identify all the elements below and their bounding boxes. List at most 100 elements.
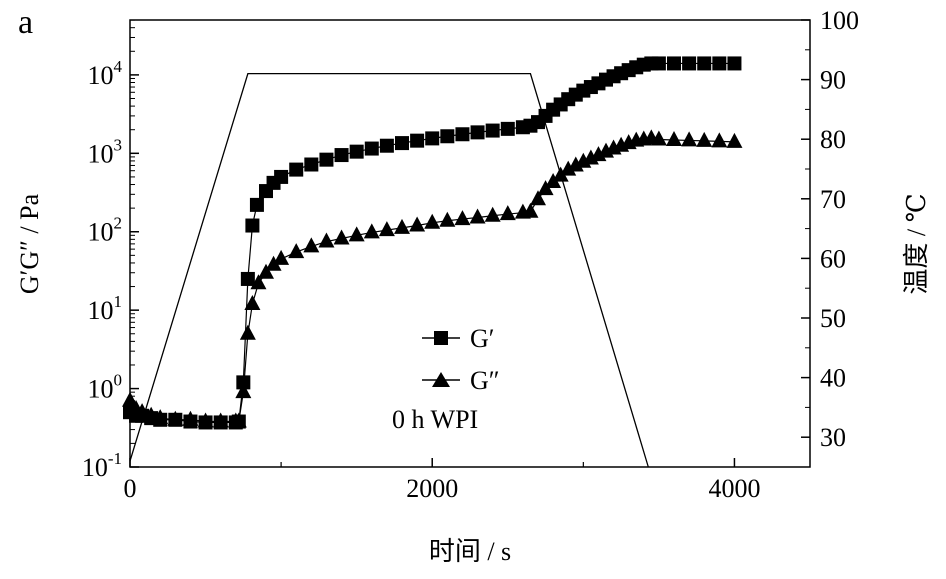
g-prime-point	[379, 138, 394, 153]
g-prime-point	[349, 144, 364, 159]
g-prime-point	[274, 169, 289, 184]
g-double-prime-point	[265, 255, 282, 271]
legend-label-g-prime: G′	[470, 324, 494, 353]
g-prime-point	[410, 133, 425, 148]
g-double-prime-point	[318, 232, 335, 248]
g-prime-point	[727, 56, 742, 71]
y-left-tick-label: 104	[88, 57, 123, 90]
g-prime-point	[440, 129, 455, 144]
panel-label: a	[18, 4, 33, 41]
g-double-prime-point	[424, 213, 441, 229]
g-double-prime-point	[666, 130, 682, 146]
g-prime-point	[697, 56, 712, 71]
g-prime-series	[123, 56, 742, 430]
g-double-prime-point	[439, 211, 456, 227]
g-double-prime-point	[303, 237, 320, 253]
g-double-prime-point	[235, 383, 252, 399]
y-left-tick-label: 102	[88, 214, 123, 247]
y-axis-left: 10-1 100 101 102 103 104	[82, 19, 139, 482]
g-double-prime-point	[348, 226, 365, 242]
g-double-prime-point	[363, 223, 380, 239]
g-prime-point	[168, 412, 183, 427]
g-prime-point	[198, 415, 213, 430]
g-prime-point	[712, 56, 727, 71]
g-double-prime-point	[726, 132, 743, 148]
y-right-tick-label: 30	[820, 423, 846, 452]
legend-label-g-double-prime: G″	[470, 366, 500, 395]
g-prime-point	[455, 127, 470, 142]
g-double-prime-point	[545, 173, 562, 189]
g-double-prime-point	[239, 324, 256, 340]
g-prime-point	[249, 197, 264, 212]
g-double-prime-point	[484, 206, 501, 222]
legend-triangle-icon	[432, 372, 450, 387]
y-left-tick-label: 10-1	[82, 449, 122, 482]
g-prime-point	[364, 141, 379, 156]
g-double-prime-series	[122, 129, 743, 428]
x-axis-label: 时间 / s	[429, 537, 511, 566]
g-prime-point	[425, 131, 440, 146]
g-prime-point	[289, 162, 304, 177]
temperature-line-path	[129, 72, 649, 468]
y-left-tick-label: 103	[88, 135, 123, 168]
g-double-prime-point	[378, 221, 395, 237]
x-tick-label: 0	[124, 474, 137, 503]
y-right-tick-label: 90	[820, 66, 846, 95]
x-tick-label: 4000	[708, 474, 760, 503]
g-double-prime-point	[394, 218, 410, 234]
g-double-prime-point	[530, 190, 546, 206]
annotation: 0 h WPI	[392, 405, 478, 434]
g-prime-point	[304, 157, 319, 172]
legend-square-icon	[434, 331, 448, 345]
g-double-prime-point	[681, 131, 698, 147]
g-double-prime-point	[258, 263, 274, 279]
g-double-prime-point	[560, 160, 577, 176]
g-prime-point	[236, 375, 251, 390]
g-prime-point	[470, 125, 485, 140]
g-double-prime-point	[522, 202, 539, 218]
g-double-prime-point	[409, 216, 426, 232]
g-double-prime-line	[129, 137, 735, 423]
g-double-prime-point	[333, 229, 350, 245]
g-prime-point	[240, 271, 255, 286]
y-axis-left-label: G′G″ / Pa	[15, 193, 44, 294]
g-double-prime-point	[650, 130, 667, 146]
plot-area	[129, 19, 811, 468]
y-right-tick-label: 80	[820, 125, 846, 154]
y-axis-right-label: 温度 / ℃	[902, 193, 931, 294]
g-double-prime-point	[288, 243, 305, 259]
g-double-prime-point	[122, 391, 138, 407]
y-left-tick-label: 101	[88, 292, 123, 325]
g-prime-point	[485, 123, 500, 138]
y-right-tick-label: 60	[820, 244, 846, 273]
g-prime-point	[667, 56, 681, 71]
g-prime-point	[682, 56, 697, 71]
temperature-line	[129, 72, 649, 468]
y-right-tick-label: 100	[820, 6, 859, 35]
g-prime-point	[334, 148, 349, 163]
g-prime-point	[651, 56, 666, 71]
y-left-tick-label: 100	[88, 371, 123, 404]
legend: G′ G″ 0 h WPI	[392, 324, 500, 434]
g-double-prime-point	[499, 205, 516, 221]
g-double-prime-point	[711, 132, 728, 148]
y-axis-right: 30 40 50 60 70 80 90 100	[801, 6, 859, 452]
g-double-prime-point	[454, 210, 471, 226]
g-prime-point	[500, 121, 515, 136]
g-double-prime-point	[244, 294, 261, 310]
g-prime-point	[319, 152, 334, 167]
g-double-prime-point	[273, 249, 290, 265]
g-prime-point	[153, 412, 168, 427]
g-double-prime-point	[469, 208, 486, 224]
y-right-tick-label: 40	[820, 364, 846, 393]
g-prime-point	[395, 136, 409, 151]
g-double-prime-point	[696, 131, 713, 147]
g-prime-point	[231, 414, 246, 429]
y-right-tick-label: 70	[820, 185, 846, 214]
y-right-tick-label: 50	[820, 304, 846, 333]
g-prime-line	[129, 62, 735, 424]
x-axis: 0 2000 4000	[124, 458, 760, 503]
g-prime-point	[183, 414, 198, 429]
g-double-prime-point	[552, 166, 569, 182]
